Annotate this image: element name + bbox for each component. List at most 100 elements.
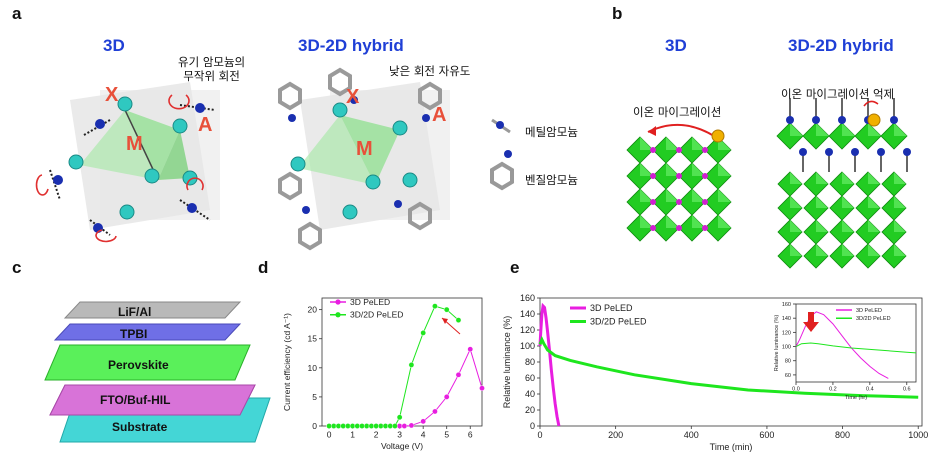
- octahedron-highlight: [790, 196, 802, 208]
- octahedron-top-layer: [828, 122, 856, 150]
- inset-chart: 0.0 0.2 0.4 0.6 60 80 100 120 140 160 Time (hr) Rel…: [774, 302, 917, 401]
- octahedron-3d: [704, 162, 732, 190]
- chart-e-y-tick-label: 80: [525, 357, 535, 367]
- octahedron-bottom-layer: [855, 195, 881, 221]
- inset-series-line: [795, 342, 917, 354]
- layer-label-perovskite: Perovskite: [108, 358, 169, 372]
- chart-d-x-tick-label: 6: [468, 430, 473, 440]
- chart-d-y-tick-label: 0: [312, 421, 317, 431]
- chart-d-series-line: [329, 305, 459, 427]
- inset-x-axis-label: Time (hr): [845, 395, 867, 401]
- inset-x-tick-label: 0.4: [866, 387, 874, 393]
- octahedron-bottom-layer: [855, 219, 881, 245]
- m-site-label-hybrid: M: [356, 138, 373, 160]
- chart-e-legend-label: 3D PeLED: [590, 303, 633, 313]
- octahedron-bottom-layer: [777, 195, 803, 221]
- octahedron-highlight: [692, 137, 705, 150]
- cation-dot: [702, 225, 708, 231]
- octahedron-highlight: [640, 137, 653, 150]
- chart-d-data-point: [432, 303, 438, 309]
- chart-e-x-tick-label: 1000: [908, 430, 928, 440]
- chart-d-data-point: [326, 423, 332, 429]
- octahedron-highlight: [816, 172, 828, 184]
- low-rotational-freedom-note: 낮은 회전 자유도: [389, 64, 471, 78]
- molecule-legend-icons: [490, 118, 514, 191]
- octahedron-bottom-layer: [803, 243, 829, 269]
- octahedron-highlight: [718, 189, 731, 202]
- halide-atom: [332, 102, 348, 118]
- spacer-ammonium: [903, 148, 911, 156]
- chart-d-annotation-arrowhead: [442, 318, 448, 324]
- chart-e-x-tick-label: 0: [537, 430, 542, 440]
- chart-d-y-tick-label: 5: [312, 392, 317, 402]
- chart-e-y-tick-label: 160: [520, 293, 535, 303]
- chart-d-data-point: [349, 423, 356, 429]
- layer-label-tpbi: TPBI: [120, 327, 148, 341]
- chart-e-series-line: [538, 335, 919, 399]
- octahedron-bottom-layer: [777, 219, 803, 245]
- inset-series-line: [795, 311, 889, 379]
- chart-e-y-tick-label: 0: [530, 421, 535, 431]
- chart-d-x-tick-label: 1: [350, 430, 355, 440]
- octahedron-highlight: [666, 163, 679, 176]
- chart-d-y-tick-label: 10: [308, 363, 318, 373]
- halide-atom: [144, 168, 160, 184]
- octahedron-3d: [678, 162, 706, 190]
- halide-atom: [290, 156, 306, 172]
- cation-dot: [676, 147, 682, 153]
- chart-d-x-tick-label: 5: [444, 430, 449, 440]
- nitrogen-atom: [422, 114, 430, 122]
- benzene-ring: [328, 67, 352, 97]
- chart-d-data-point: [479, 385, 485, 391]
- chart-d-x-tick-label: 3: [397, 430, 402, 440]
- cation-dot: [676, 225, 682, 231]
- layer-fto-buf-hil-front: [49, 384, 256, 416]
- ion-migration-arrow: [647, 123, 715, 137]
- chart-d-data-point: [359, 423, 365, 429]
- chart-d-y-tick-label: 15: [308, 334, 318, 344]
- migration-arrow-overlay: [647, 123, 725, 143]
- ion-migration-note: 이온 마이그레이션: [633, 105, 722, 119]
- octahedron-bottom-layer: [777, 171, 803, 197]
- m-site-label: M: [126, 133, 143, 155]
- nitrogen-atom: [350, 96, 358, 104]
- chart-e-y-tick-label: 60: [525, 373, 535, 383]
- octahedron-bottom-layer: [803, 219, 829, 245]
- octahedron-3d: [678, 188, 706, 216]
- benzene-ring: [418, 81, 442, 111]
- chart-d-data-point: [392, 423, 398, 429]
- octahedron-highlight: [790, 123, 803, 136]
- methylammonium-legend-label: 메틸암모늄: [525, 125, 578, 139]
- migrating-ion: [711, 129, 725, 143]
- relative-luminance-chart: 0 200 400 600 800 1000 0 20 40 60 80 100 120 140 160 Ti…: [502, 293, 928, 452]
- spacer-ammonium: [825, 148, 833, 156]
- chart-d-legend-label: 3D PeLED: [350, 297, 390, 307]
- chart-d-data-point: [396, 414, 403, 421]
- octahedron-highlight: [640, 163, 653, 176]
- chart-d-data-point: [382, 423, 389, 429]
- halide-atom: [117, 96, 133, 112]
- chart-e-legend-label: 3D/2D PeLED: [590, 317, 647, 327]
- panel-a-title-3d: 3D: [103, 36, 125, 55]
- methylammonium-molecules: [49, 103, 216, 236]
- halide-atom: [172, 118, 188, 134]
- octahedron-highlight: [692, 189, 705, 202]
- chart-d-data-point: [368, 423, 375, 429]
- molecule-bond: [49, 169, 61, 201]
- halide-atom: [68, 154, 84, 170]
- octahedron-face-2: [80, 110, 158, 180]
- octahedron-highlight: [868, 172, 880, 184]
- octahedron-face-2: [298, 115, 375, 185]
- chart-d-x-tick-label: 2: [374, 430, 379, 440]
- chart-d-x-tick-label: 4: [421, 430, 426, 440]
- chart-d-data-point: [467, 346, 474, 353]
- layer-tpbi: [53, 323, 242, 341]
- chart-e-series-line: [538, 302, 561, 427]
- octahedron-highlight: [842, 196, 854, 208]
- layer-perovskite: [44, 344, 251, 381]
- rotation-arrows: [35, 94, 204, 243]
- octahedron-highlight: [640, 189, 653, 202]
- hybrid-perovskite-illustration: [278, 67, 450, 251]
- octahedron-highlight: [718, 215, 731, 228]
- rotation-arrow: [186, 177, 204, 191]
